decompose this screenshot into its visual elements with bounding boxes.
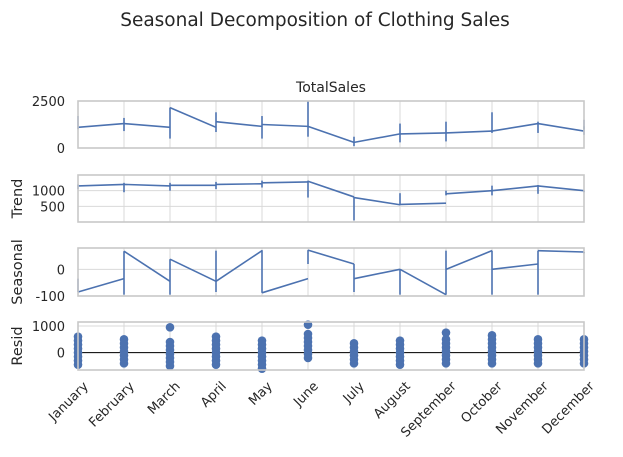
trend-segment xyxy=(261,181,309,184)
x-tick-label: July xyxy=(340,379,368,407)
resid-point xyxy=(395,360,405,369)
x-tick-label: August xyxy=(371,379,414,422)
observed-segment xyxy=(261,123,309,128)
trend-segment xyxy=(77,183,125,187)
seasonal-segment xyxy=(491,263,539,271)
y-tick-label: 500 xyxy=(40,200,65,215)
seasonal-segment xyxy=(123,250,171,283)
observed-segment xyxy=(353,133,401,144)
seasonal-segment xyxy=(169,258,217,283)
x-tick-label: April xyxy=(198,379,230,411)
trend-segment xyxy=(123,183,171,187)
y-axis-label: Resid xyxy=(10,326,26,365)
x-tick-label: May xyxy=(246,379,276,409)
trend-segment xyxy=(353,196,401,206)
y-axis-label: Trend xyxy=(10,179,26,220)
seasonal-segment xyxy=(307,249,355,265)
observed-segment xyxy=(77,122,125,129)
y-tick-label: 1000 xyxy=(32,320,65,335)
y-tick-label: 0 xyxy=(57,142,65,157)
x-tick-label: January xyxy=(46,379,92,425)
observed-segment xyxy=(215,120,263,128)
resid-point xyxy=(165,361,175,371)
resid-point xyxy=(441,359,451,368)
resid-point xyxy=(257,364,267,373)
resid-point xyxy=(487,359,497,368)
panel-title: TotalSales xyxy=(295,80,366,96)
y-axis-label: Seasonal xyxy=(10,239,26,305)
y-tick-label: 0 xyxy=(57,347,65,362)
observed-segment xyxy=(445,130,493,134)
seasonal-segment xyxy=(77,277,125,293)
observed-segment xyxy=(123,122,171,129)
observed-segment xyxy=(169,106,217,129)
panels-group: 02500TotalSales5001000Trend-1000Seasonal… xyxy=(10,80,589,373)
observed-segment xyxy=(399,132,447,135)
seasonal-segment xyxy=(399,268,447,296)
seasonal-segment xyxy=(537,249,585,253)
resid-point xyxy=(533,359,543,368)
seasonal-segment xyxy=(215,250,263,282)
observed-segment xyxy=(307,125,355,144)
trend-segment xyxy=(399,202,447,206)
x-tick-label: March xyxy=(145,379,184,418)
panel-frame xyxy=(77,321,585,371)
panel-frame xyxy=(77,247,585,297)
trend-segment xyxy=(537,185,585,192)
panel-seasonal: -100 0 Seasonal xyxy=(10,239,585,305)
panel-frame xyxy=(77,100,585,149)
trend-segment xyxy=(215,182,263,186)
figure-title: Seasonal Decomposition of Clothing Sales xyxy=(120,10,510,31)
resid-point xyxy=(211,360,221,369)
panel-observed: 0 2500 TotalSales xyxy=(32,80,585,157)
x-tick-label: February xyxy=(86,379,138,431)
observed-segment xyxy=(537,122,585,132)
panel-frame xyxy=(77,174,585,223)
trend-segment xyxy=(491,185,539,192)
resid-point xyxy=(441,328,451,337)
y-tick-label: 2500 xyxy=(32,95,65,110)
x-tick-label: October xyxy=(458,379,506,427)
seasonal-segment xyxy=(353,268,401,280)
y-tick-label: 1000 xyxy=(32,185,65,200)
seasonal-segment xyxy=(445,249,493,271)
resid-point xyxy=(303,353,313,363)
resid-point xyxy=(119,359,129,368)
y-tick-label: -100 xyxy=(35,290,65,305)
trend-segment xyxy=(445,189,493,195)
observed-segment xyxy=(491,122,539,132)
panel-resid: 0 1000 Resid xyxy=(10,320,589,373)
y-tick-label: 0 xyxy=(57,263,65,278)
seasonal-segment xyxy=(261,277,309,294)
resid-point xyxy=(165,323,175,332)
x-tick-label: June xyxy=(290,379,321,410)
resid-point xyxy=(349,359,359,368)
trend-segment xyxy=(307,180,355,198)
